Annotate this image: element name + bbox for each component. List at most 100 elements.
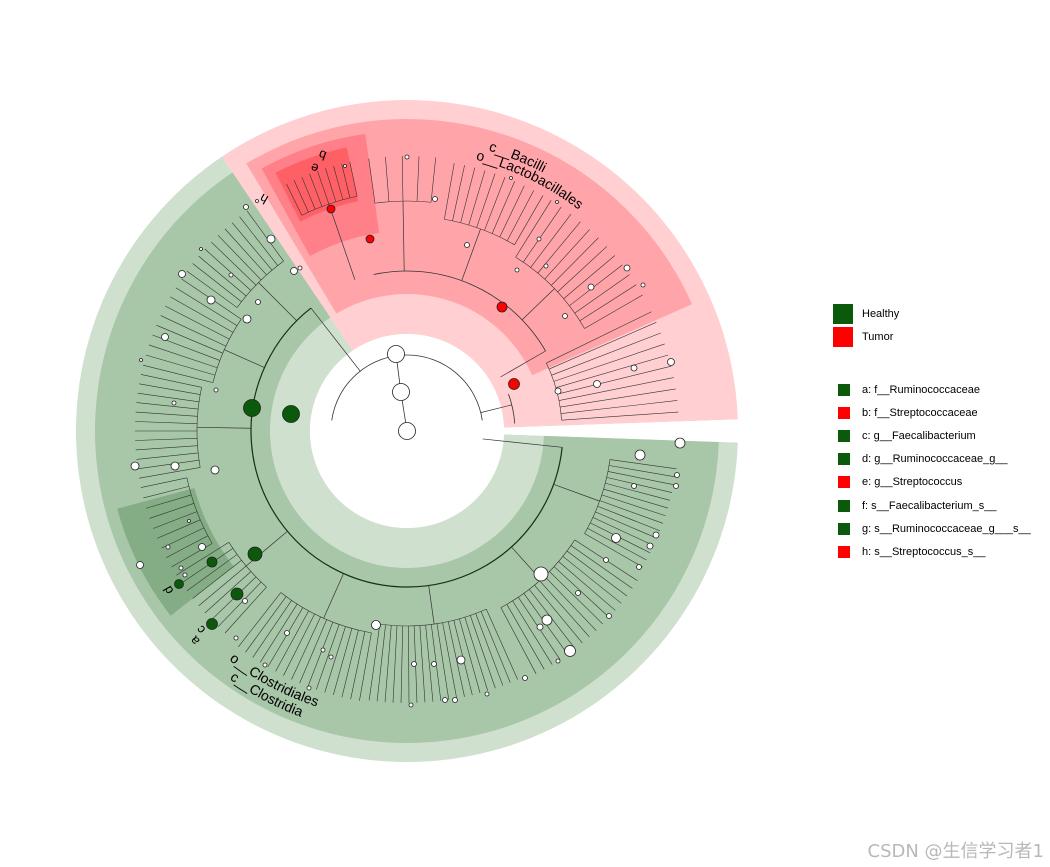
- neutral-node: [242, 598, 248, 604]
- leaf-edge: [480, 611, 511, 683]
- leaf-edge: [239, 216, 278, 266]
- leaf-edge: [609, 465, 676, 478]
- neutral-node: [290, 267, 298, 275]
- clade-gap: [503, 419, 742, 443]
- leaf-edge: [544, 575, 597, 631]
- leaf-edge: [217, 581, 262, 627]
- phylum-node: [387, 345, 405, 363]
- neutral-node: [233, 635, 239, 641]
- taxa-legend-item: d: g__Ruminococcaceae_g__: [838, 448, 1031, 471]
- neutral-node: [646, 542, 654, 550]
- neutral-node: [284, 630, 290, 636]
- neutral-node: [262, 662, 268, 668]
- leaf-edge: [557, 246, 608, 293]
- leaf-edge: [539, 580, 590, 638]
- leaf-edge: [468, 170, 486, 226]
- legend-tumor: Tumor: [833, 325, 899, 348]
- leaf-edge: [140, 477, 187, 488]
- taxa-swatch: [838, 383, 850, 396]
- leaf-edge: [595, 511, 658, 539]
- lactobacillales-node: [496, 301, 508, 313]
- leaf-edge: [252, 600, 292, 658]
- marker-letter-e: e: [308, 160, 320, 177]
- leaf-edge: [523, 206, 562, 263]
- leaf-edge: [560, 388, 676, 408]
- neutral-node: [593, 380, 601, 388]
- neutral-node: [255, 199, 259, 203]
- neutral-node: [178, 270, 186, 278]
- neutral-node: [533, 566, 549, 582]
- leaf-edge: [137, 459, 200, 470]
- neutral-node: [320, 647, 326, 653]
- neutral-node: [243, 204, 249, 210]
- leaf-edge: [500, 607, 537, 674]
- branch-edge: [428, 585, 435, 625]
- neutral-node: [630, 364, 638, 372]
- branch-edge: [482, 438, 563, 448]
- leaf-edge: [143, 364, 214, 383]
- neutral-node: [652, 531, 660, 539]
- neutral-node: [228, 272, 234, 278]
- neutral-node: [266, 234, 276, 244]
- neutral-node: [198, 543, 206, 551]
- leaf-edge: [299, 619, 327, 684]
- healthy-swatch: [833, 303, 853, 324]
- leaf-edge: [135, 421, 198, 424]
- leaf-edge: [579, 284, 637, 321]
- neutral-node: [136, 561, 144, 569]
- branch-edge: [197, 426, 252, 429]
- neutral-node: [206, 295, 216, 305]
- neutral-node: [255, 299, 261, 305]
- branch-edge: [323, 573, 344, 619]
- leaf-edge: [385, 156, 390, 202]
- leaf-edge: [301, 176, 316, 210]
- leaf-edge: [170, 296, 234, 333]
- leaf-edge: [562, 556, 622, 604]
- branch-edge: [402, 201, 405, 272]
- leaf-edge: [135, 411, 198, 417]
- leaf-edge: [459, 618, 481, 694]
- leaf-edge: [217, 235, 262, 281]
- taxa-label: c: g__Faecalibacterium: [862, 429, 976, 442]
- leaf-edge: [186, 554, 238, 592]
- leaf-edge: [584, 533, 643, 568]
- leaf-edge: [267, 607, 304, 668]
- leaf-edge: [442, 622, 457, 699]
- taxa-label: g: s__Ruminococcaceae_g___s__: [862, 522, 1031, 535]
- leaf-edge: [606, 477, 673, 493]
- leaf-edge: [425, 625, 434, 702]
- leaf-edge: [245, 596, 287, 653]
- leaf-edge: [325, 168, 337, 202]
- marker-f-node: [206, 618, 218, 630]
- leaf-edge: [246, 210, 284, 262]
- leaf-edge: [333, 165, 344, 200]
- neutral-node: [555, 658, 561, 664]
- neutral-node: [343, 164, 347, 168]
- taxa-label: a: f__Ruminococcaceae: [862, 383, 981, 396]
- leaf-edge: [544, 229, 590, 280]
- leaf-edge: [198, 255, 247, 297]
- tumor-swatch: [833, 326, 853, 347]
- leaf-edge: [558, 377, 674, 401]
- marker-g-node: [174, 579, 184, 589]
- leaf-edge: [486, 609, 518, 680]
- neutral-node: [522, 675, 528, 681]
- group-legend: Healthy Tumor: [833, 302, 899, 348]
- leaf-edge: [324, 626, 346, 693]
- leaf-edge: [491, 181, 516, 234]
- neutral-node: [371, 620, 381, 630]
- taxa-swatch: [838, 476, 850, 489]
- leaf-edge: [607, 471, 674, 485]
- leaf-edge: [553, 343, 665, 382]
- neutral-node: [634, 449, 646, 461]
- neutral-node: [328, 654, 334, 660]
- bacilli-node: [508, 378, 520, 390]
- taxa-legend-item: g: s__Ruminococcaceae_g___s__: [838, 517, 1031, 540]
- taxa-swatch: [838, 499, 850, 512]
- neutral-node: [514, 267, 520, 273]
- leaf-edge: [135, 445, 198, 451]
- leaf-edge: [460, 167, 476, 223]
- leaf-edge: [512, 600, 553, 665]
